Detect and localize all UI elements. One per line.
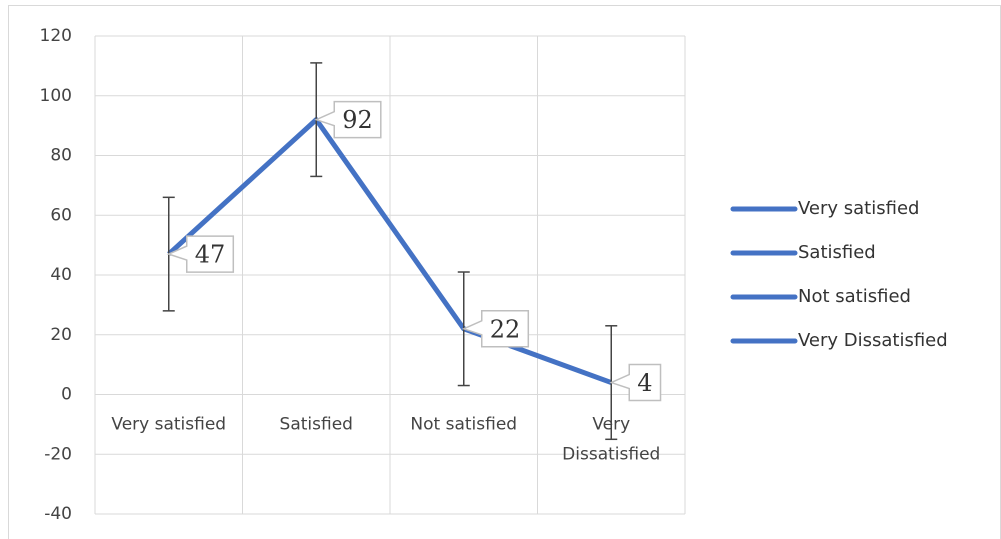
y-tick-label: -40 [44, 504, 72, 524]
legend-label: Very Dissatisfied [798, 330, 948, 351]
x-tick-label: Very satisfied [111, 415, 226, 435]
data-label: 47 [195, 241, 226, 269]
y-tick-label: 40 [50, 265, 72, 285]
legend-label: Satisfied [798, 242, 876, 263]
data-label-box [166, 235, 235, 273]
legend-label: Not satisfied [798, 286, 911, 307]
legend-label: Very satisfied [798, 198, 919, 219]
chart-frame [8, 5, 1001, 539]
x-tick-label: Satisfied [280, 415, 353, 435]
y-tick-label: 20 [50, 325, 72, 345]
data-label-box [461, 310, 530, 348]
y-tick-label: -20 [44, 444, 72, 464]
line [167, 117, 613, 385]
y-tick-label: 120 [40, 26, 72, 46]
x-tick-label-line: Dissatisfied [562, 445, 660, 465]
y-tick-label: 60 [50, 205, 72, 225]
data-label: 4 [637, 369, 652, 397]
data-label: 92 [342, 106, 373, 134]
y-tick-label: 80 [50, 146, 72, 166]
data-label-box [314, 100, 382, 139]
data-label: 22 [490, 315, 521, 343]
x-tick-label: Very Dissatisfied [562, 415, 660, 465]
y-tick-label: 100 [40, 86, 72, 106]
y-tick-label: 0 [61, 385, 72, 405]
x-tick-label: Not satisfied [410, 415, 517, 435]
data-label-box [609, 363, 662, 402]
